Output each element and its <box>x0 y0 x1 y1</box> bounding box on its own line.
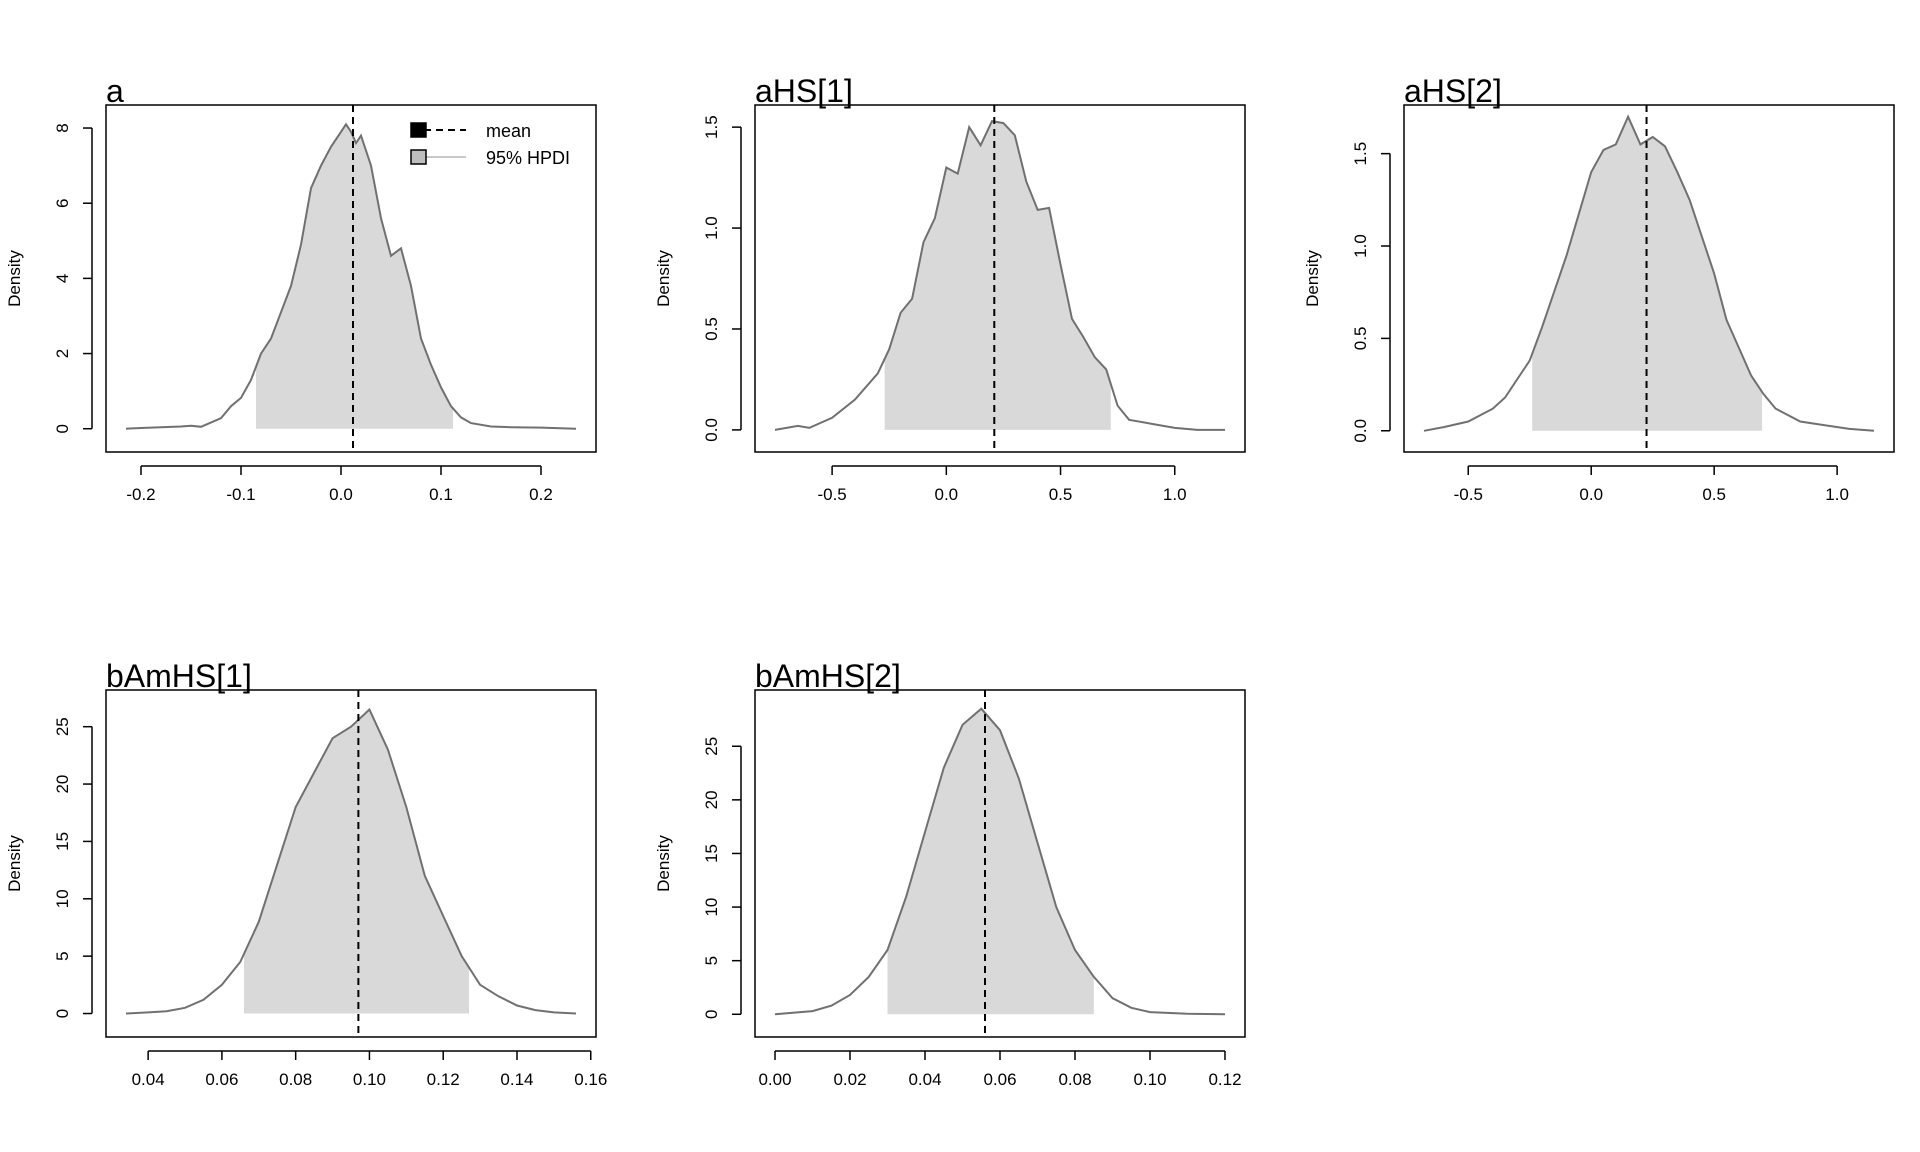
y-tick-label: 25 <box>53 717 72 736</box>
y-tick-label: 1.5 <box>702 115 721 139</box>
y-tick-label: 25 <box>702 737 721 756</box>
x-tick-label: 0.5 <box>1702 485 1726 504</box>
y-tick-label: 10 <box>53 889 72 908</box>
y-tick-label: 8 <box>53 123 72 132</box>
x-tick-label: 0.04 <box>908 1070 941 1089</box>
panel-4: bAmHS[1] 0.04 0.06 0.08 0.10 0.12 0.14 0.16 0 5 10… <box>5 658 607 1089</box>
x-tick-label: 0.1 <box>429 485 453 504</box>
x-tick-label: 0.0 <box>329 485 353 504</box>
x-tick-label: -0.5 <box>1454 485 1483 504</box>
y-tick-label: 0 <box>53 1009 72 1018</box>
plot-frame <box>754 104 1246 453</box>
hpdi-area <box>884 121 1111 430</box>
y-tick-label: 20 <box>702 790 721 809</box>
y-tick-label: 0 <box>53 424 72 433</box>
y-tick-label: 1.5 <box>1351 142 1370 166</box>
y-tick-label: 0 <box>702 1010 721 1019</box>
legend: mean 95% HPDI <box>410 121 570 168</box>
x-tick-label: 0.02 <box>833 1070 866 1089</box>
legend-swatch <box>410 122 427 138</box>
x-tick-label: -0.5 <box>817 485 846 504</box>
panel-title: a <box>106 73 124 109</box>
legend-swatch <box>410 149 427 165</box>
panel-3: aHS[2] -0.5 0.0 0.5 1.0 0.0 0.5 1.0 1.5 Density <box>1303 73 1895 504</box>
plot-frame <box>1403 104 1895 453</box>
panel-2: aHS[1] -0.5 0.0 0.5 1.0 0.0 0.5 1.0 1.5 Density <box>654 73 1246 504</box>
plot-frame <box>105 104 597 453</box>
y-tick-label: 5 <box>53 951 72 960</box>
density-curve <box>125 122 577 430</box>
legend-label: 95% HPDI <box>486 148 570 168</box>
x-tick-label: -0.1 <box>226 485 255 504</box>
x-tick-label: -0.2 <box>126 485 155 504</box>
x-tick-label: 0.0 <box>934 485 958 504</box>
legend-label: mean <box>486 121 531 141</box>
x-tick-label: 0.12 <box>427 1070 460 1089</box>
hpdi-area <box>256 124 453 429</box>
x-tick-label: 1.0 <box>1825 485 1849 504</box>
density-curve <box>774 119 1225 431</box>
y-axis-label: Density <box>5 250 24 307</box>
x-tick-label: 0.06 <box>983 1070 1016 1089</box>
y-tick-label: 0.5 <box>1351 327 1370 351</box>
x-tick-label: 0.10 <box>353 1070 386 1089</box>
y-tick-label: 0.0 <box>1351 419 1370 443</box>
y-axis-label: Density <box>654 835 673 892</box>
x-tick-label: 0.06 <box>205 1070 238 1089</box>
y-tick-label: 6 <box>53 198 72 207</box>
y-axis-label: Density <box>654 250 673 307</box>
panel-title: bAmHS[2] <box>755 658 901 694</box>
x-tick-label: 0.00 <box>758 1070 791 1089</box>
x-tick-label: 0.0 <box>1579 485 1603 504</box>
x-tick-label: 0.14 <box>500 1070 533 1089</box>
x-tick-label: 0.08 <box>279 1070 312 1089</box>
x-tick-label: 0.08 <box>1058 1070 1091 1089</box>
plot-frame <box>105 689 597 1038</box>
y-tick-label: 15 <box>53 832 72 851</box>
y-tick-label: 4 <box>53 274 72 283</box>
x-tick-label: 0.12 <box>1208 1070 1241 1089</box>
x-tick-label: 0.16 <box>574 1070 607 1089</box>
x-tick-label: 0.5 <box>1049 485 1073 504</box>
y-tick-label: 10 <box>702 898 721 917</box>
y-axis-label: Density <box>1303 250 1322 307</box>
y-axis-label: Density <box>5 835 24 892</box>
panel-title: aHS[2] <box>1404 73 1502 109</box>
y-tick-label: 0.5 <box>702 317 721 341</box>
panel-title: bAmHS[1] <box>106 658 252 694</box>
hpdi-area <box>887 708 1094 1015</box>
panel-title: aHS[1] <box>755 73 853 109</box>
x-tick-label: 0.10 <box>1133 1070 1166 1089</box>
hpdi-area <box>244 709 469 1014</box>
y-tick-label: 1.0 <box>702 216 721 240</box>
density-curve <box>125 707 577 1015</box>
panel-1: a -0.2 -0.1 0.0 0.1 0.2 0 2 4 6 8 Density <box>5 73 597 504</box>
density-curve <box>1423 114 1875 432</box>
density-curve <box>774 707 1226 1016</box>
y-tick-label: 0.0 <box>702 418 721 442</box>
y-tick-label: 20 <box>53 775 72 794</box>
x-tick-label: 0.2 <box>529 485 553 504</box>
y-tick-label: 15 <box>702 844 721 863</box>
x-tick-label: 0.04 <box>132 1070 165 1089</box>
y-tick-label: 2 <box>53 349 72 358</box>
y-tick-label: 1.0 <box>1351 234 1370 258</box>
panel-5: bAmHS[2] 0.00 0.02 0.04 0.06 0.08 0.10 0.12 0 5 10… <box>654 658 1246 1089</box>
x-tick-label: 1.0 <box>1163 485 1187 504</box>
plot-frame <box>754 689 1246 1038</box>
y-tick-label: 5 <box>702 956 721 965</box>
